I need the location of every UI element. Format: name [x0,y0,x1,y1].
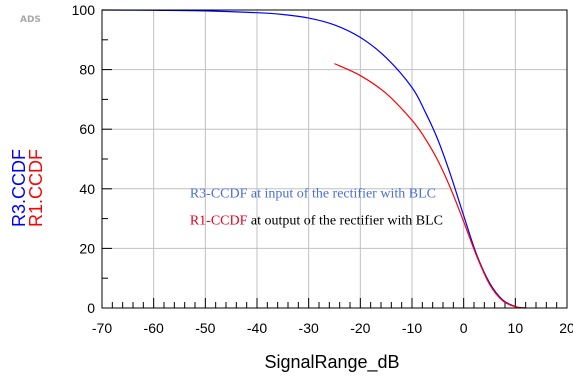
x-axis-label: SignalRange_dB [264,352,399,373]
grid-lines [102,10,567,308]
annotation-text: at output of the rectifier with BLC [247,214,443,229]
x-tick-label: 0 [460,320,468,336]
x-tick-label: -70 [92,320,112,336]
x-tick-label: -10 [402,320,422,336]
annotation-1: R3-CCDF at input of the rectifier with B… [190,187,436,202]
x-tick-labels: -70 -60 -50 -40 -30 -20 -10 0 10 20 [92,320,573,336]
x-tick-label: 20 [559,320,573,336]
y-tick-label: 80 [79,62,95,78]
annotations: R3-CCDF at input of the rectifier with B… [190,187,443,229]
series-layer [102,10,526,308]
y-tick-label: 0 [87,300,95,316]
x-tick-label: -30 [299,320,319,336]
plot-frame [102,10,567,308]
y-tick-label: 20 [79,240,95,256]
x-tick-label: -20 [350,320,370,336]
annotation-text: R1-CCDF [190,214,248,229]
y-tick-label: 60 [79,121,95,137]
x-tick-label: 10 [508,320,524,336]
annotation-text: R3-CCDF at input of the rectifier with B… [190,187,436,202]
y-tick-labels: 0 20 40 60 80 100 [72,2,96,316]
y-tick-label: 100 [72,2,96,18]
x-tick-label: -50 [195,320,215,336]
y-tick-label: 40 [79,181,95,197]
x-tick-label: -40 [247,320,267,336]
y-axis-label-r1: R1.CCDF [26,149,46,227]
ads-logo: ADS [20,15,41,25]
annotation-2: R1-CCDF at output of the rectifier with … [190,214,443,229]
x-tick-label: -60 [144,320,164,336]
minor-ticks [102,10,567,308]
series-line-r3-ccdf [102,10,526,308]
